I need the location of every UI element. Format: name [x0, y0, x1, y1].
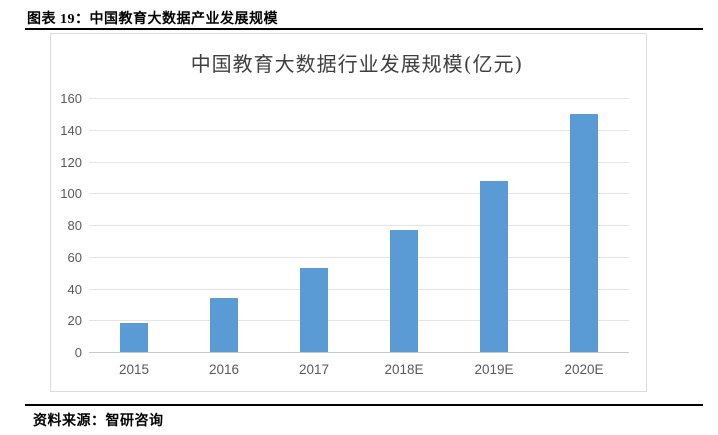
bar-2019E	[480, 181, 508, 352]
x-axis-line	[89, 352, 629, 353]
source-divider-line	[25, 404, 703, 406]
x-tick-label: 2016	[208, 362, 240, 377]
gridline	[89, 288, 629, 290]
y-tick-label: 0	[74, 345, 82, 360]
bar-2020E	[570, 114, 598, 352]
bar-2017	[300, 268, 328, 352]
gridline	[89, 193, 629, 195]
x-tick-label: 2017	[298, 362, 330, 377]
gridline	[89, 320, 629, 322]
y-tick-label: 120	[60, 154, 82, 170]
bar-2018E	[390, 230, 418, 352]
x-tick-label: 2015	[118, 362, 150, 377]
y-tick-label: 60	[67, 249, 82, 265]
x-tick-label: 2018E	[384, 362, 424, 377]
gridline	[89, 161, 629, 163]
y-tick-label: 80	[67, 218, 82, 233]
plot-area	[89, 98, 629, 353]
chart-title: 中国教育大数据行业发展规模(亿元)	[190, 52, 524, 76]
bar-2015	[120, 323, 148, 352]
y-tick-label: 140	[60, 122, 82, 138]
y-tick-label: 160	[60, 91, 82, 106]
bar-2016	[210, 298, 238, 352]
gridline	[89, 225, 629, 226]
y-tick-label: 100	[60, 186, 82, 202]
x-tick-label: 2020E	[564, 362, 604, 377]
gridline	[89, 129, 629, 131]
figure-caption: 图表 19：中国教育大数据产业发展规模	[27, 12, 278, 27]
x-tick-label: 2019E	[474, 362, 514, 377]
gridline	[89, 98, 629, 99]
source-note: 资料来源：智研咨询	[33, 414, 164, 429]
y-tick-label: 40	[67, 281, 82, 297]
caption-divider-line	[25, 28, 703, 30]
y-tick-label: 20	[67, 313, 82, 329]
chart-panel: 中国教育大数据行业发展规模(亿元) 0 20 40 60 80 100 120 140 160 2…	[50, 33, 647, 392]
gridline	[89, 256, 629, 258]
